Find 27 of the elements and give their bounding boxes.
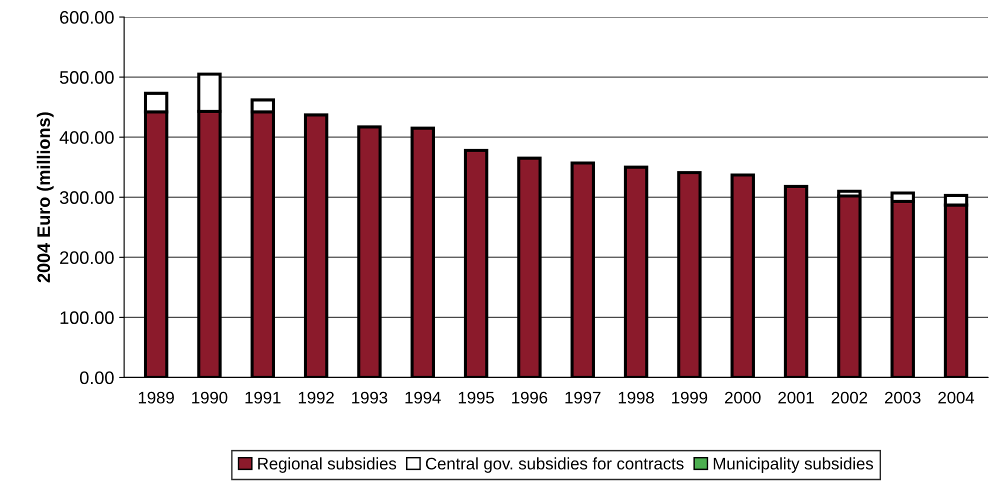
x-tick-label: 1997 — [565, 392, 600, 404]
x-tick-label: 1998 — [618, 392, 654, 404]
x-tick-label: 1990 — [192, 392, 228, 404]
y-tick-label: 300.00 — [60, 191, 114, 204]
x-tick-label: 1999 — [672, 392, 708, 404]
legend-label: Regional subsidies — [258, 457, 396, 473]
legend-label: Municipality subsidies — [714, 457, 874, 473]
y-tick-label: 600.00 — [60, 10, 114, 24]
x-tick-label: 1994 — [405, 392, 441, 404]
x-tick-label: 1995 — [458, 392, 494, 404]
x-tick-label: 1991 — [246, 392, 281, 404]
y-tick-label: 500.00 — [60, 71, 114, 84]
x-tick-label: 1993 — [352, 392, 388, 404]
y-tick-label: 400.00 — [60, 131, 114, 144]
x-tick-label: 1996 — [512, 392, 548, 404]
y-tick-label: 200.00 — [60, 251, 114, 264]
x-tick-label: 2004 — [938, 392, 974, 404]
y-axis-title: 2004 Euro (millions) — [36, 112, 54, 282]
x-tick-label: 1992 — [298, 392, 334, 404]
x-tick-label: 2003 — [885, 392, 921, 404]
y-tick-label: 0.00 — [80, 371, 114, 384]
legend-label: Central gov. subsidies for contracts — [426, 457, 684, 473]
x-tick-label: 2001 — [778, 392, 814, 404]
x-tick-label: 2002 — [832, 392, 868, 404]
x-tick-label: 2000 — [725, 392, 761, 404]
x-tick-label: 1989 — [138, 392, 174, 404]
y-tick-label: 100.00 — [60, 311, 114, 324]
